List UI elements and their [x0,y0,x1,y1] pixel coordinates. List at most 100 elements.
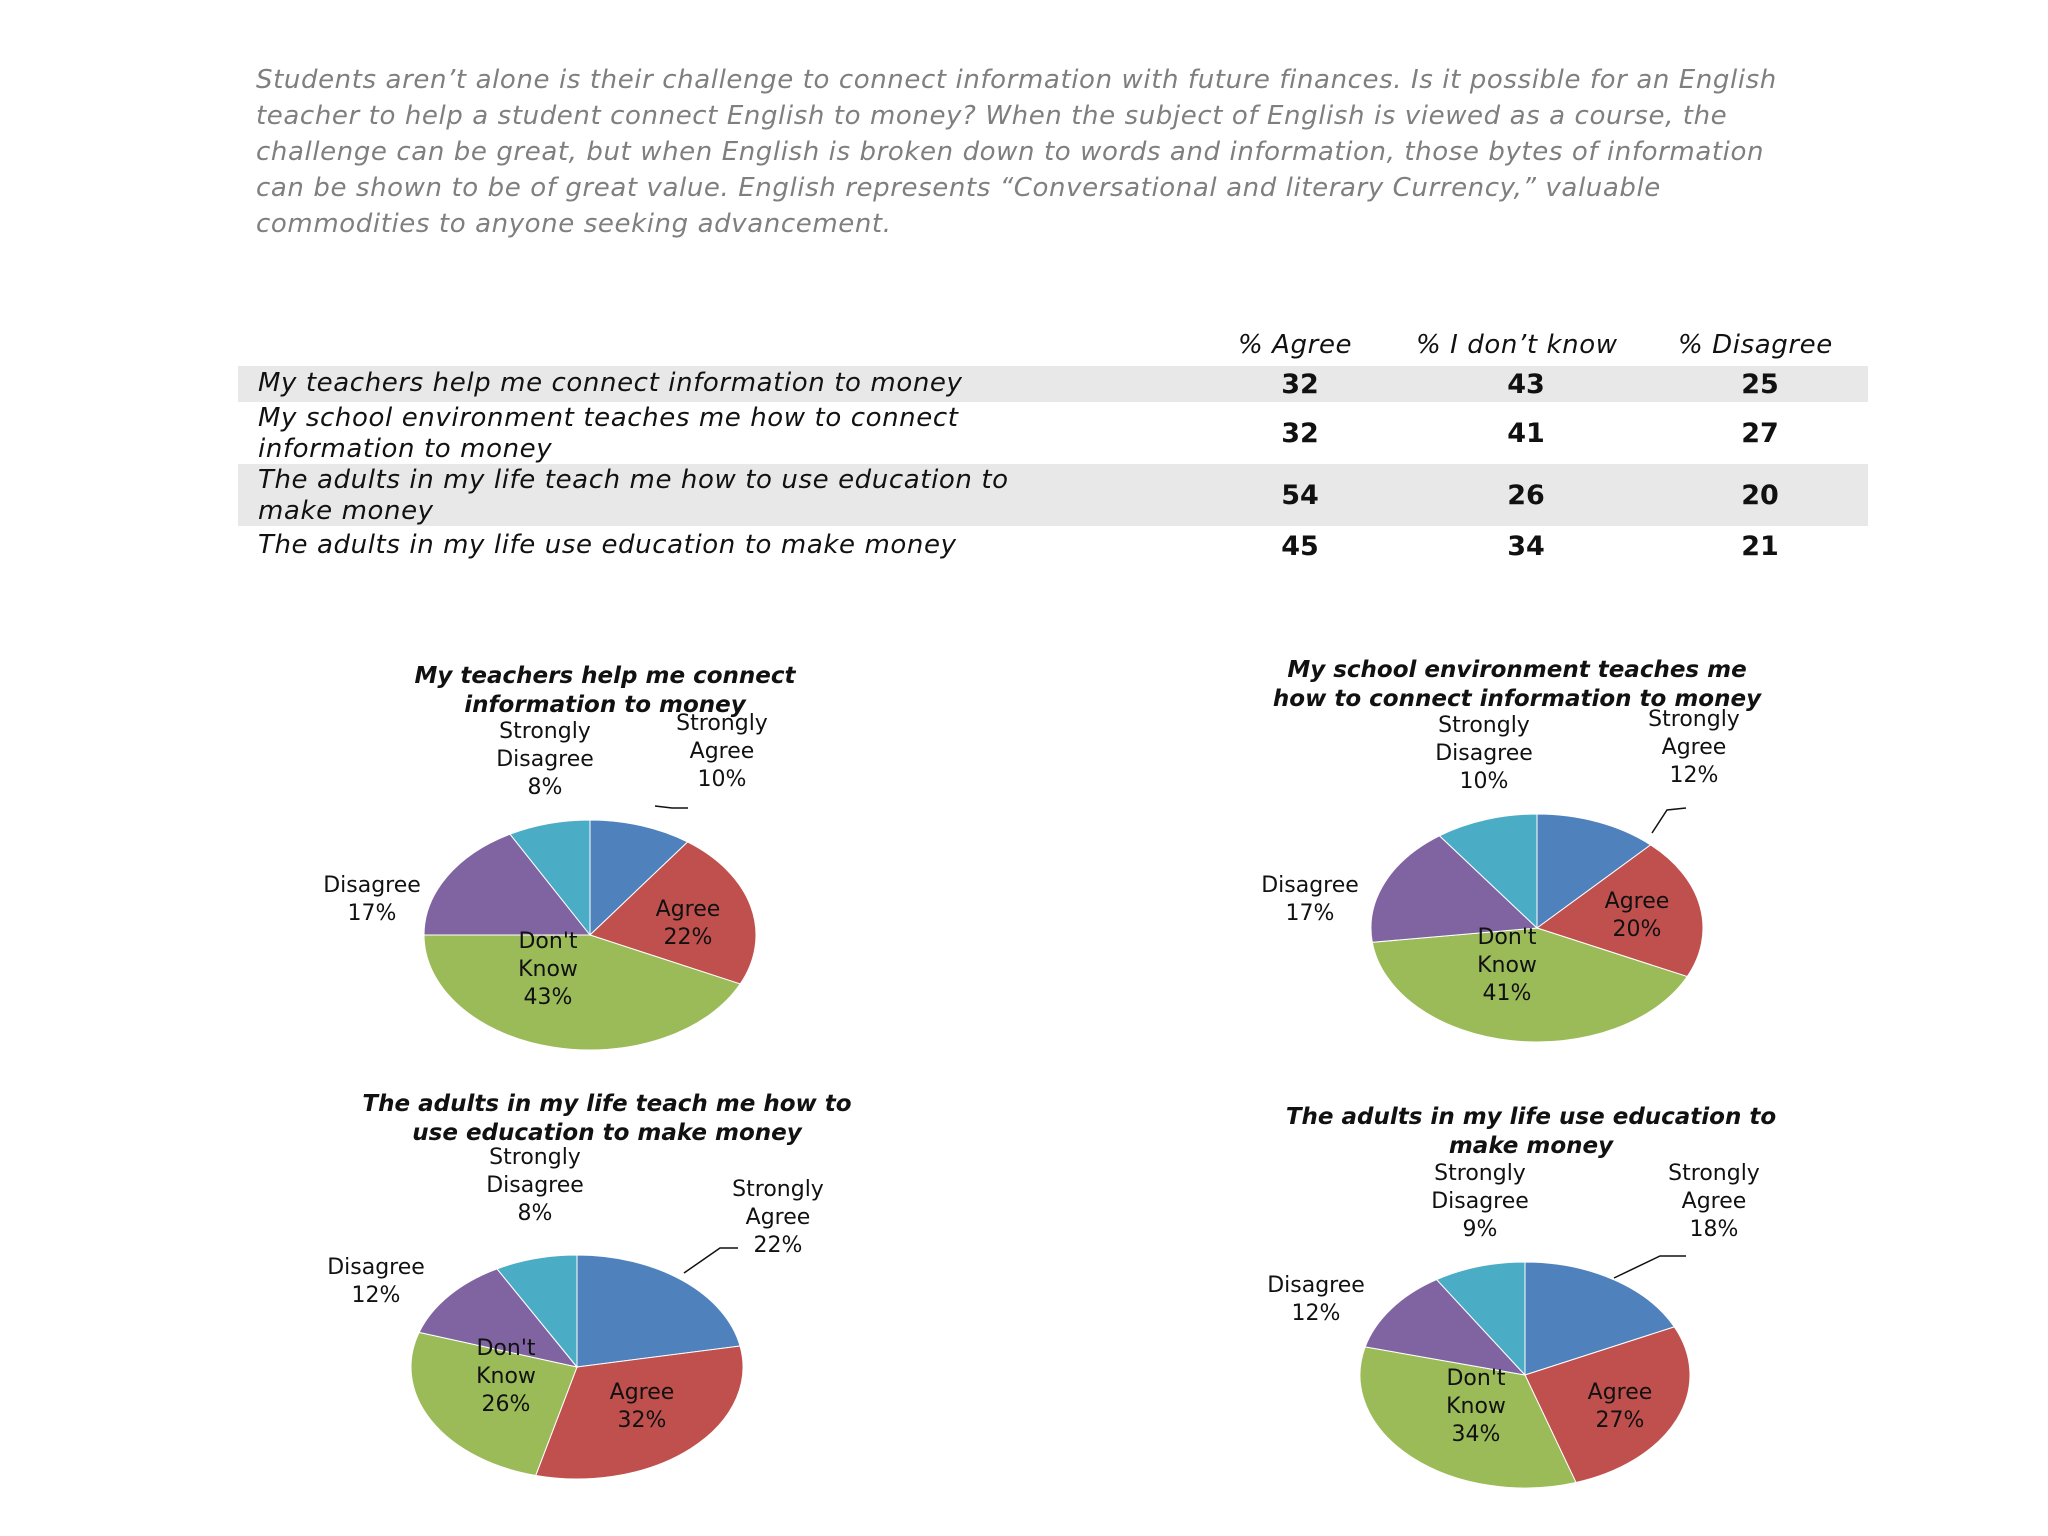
slice-percent-label: 17% [1286,901,1335,926]
slice-category-label: Strongly [499,719,591,744]
slice-percent-label: 26% [482,1392,531,1417]
pie-slice-disagree [1370,835,1539,943]
pie-slice-strongly-agree [1536,813,1652,929]
slice-percent-label: 34% [1452,1422,1501,1447]
survey-table: % Agree % I don’t know % Disagree My tea… [238,330,1868,566]
slice-category-label: Strongly [676,711,768,736]
pie-slice-dont-know [423,934,741,1051]
chart-title: The adults in my life use education to [1286,1104,1776,1130]
slice-percent-label: 18% [1690,1217,1739,1242]
slice-category-label: Agree [1662,735,1727,760]
cell-agree: 45 [1281,531,1319,562]
slice-category-label: Agree [1682,1189,1747,1214]
cell-disagree: 21 [1741,531,1779,562]
table-row: My teachers help me connect information … [238,366,1868,402]
chart-title: make money [1449,1133,1614,1159]
table-header: % Agree % I don’t know % Disagree [238,330,1868,366]
cell-disagree: 27 [1741,418,1779,449]
chart-title: My school environment teaches me [1287,657,1746,683]
slice-category-label: Don't [518,929,577,954]
slice-category-label: Agree [746,1205,811,1230]
slice-category-label: Don't [1477,925,1536,950]
row-statement: The adults in my life teach me how to us… [258,465,1009,526]
chart-title: The adults in my life teach me how to [362,1091,851,1117]
leader-line [654,805,688,809]
slice-category-label: Strongly [489,1145,581,1170]
slice-percent-label: 8% [528,775,563,800]
pie-slice-disagree [423,833,592,936]
slice-category-label: Strongly [1648,707,1740,732]
pie-slice-disagree [1364,1278,1527,1376]
slice-percent-label: 9% [1463,1217,1498,1242]
slice-category-label: Know [1446,1394,1506,1419]
leader-line [683,1247,738,1274]
pie-slice-strongly-agree [576,1254,741,1368]
pie-slice-dont-know [1359,1346,1577,1489]
slice-percent-label: 27% [1596,1408,1645,1433]
pie-chart: My teachers help me connect information t… [323,663,797,1051]
slice-category-label: Know [476,1364,536,1389]
cell-agree: 54 [1281,480,1319,511]
header-disagree: % Disagree [1678,330,1833,360]
slice-percent-label: 32% [618,1408,667,1433]
slice-category-label: Disagree [323,873,421,898]
row-statement: The adults in my life use education to m… [258,530,957,560]
row-statement: My school environment teaches me how to … [258,403,959,464]
pie-slice-dont-know [410,1331,578,1477]
slice-category-label: Disagree [1267,1273,1365,1298]
cell-dont-know: 43 [1507,369,1545,400]
table-row: The adults in my life teach me how to us… [238,464,1868,526]
header-agree: % Agree [1238,330,1353,360]
pie-chart: The adults in my life use education to ma… [1267,1104,1776,1489]
slice-category-label: Agree [610,1380,675,1405]
pie-slice-strongly-disagree [496,1254,578,1369]
chart-title: information to money [464,692,746,718]
slice-percent-label: 43% [524,985,573,1010]
slice-category-label: Know [1477,953,1537,978]
chart-title: My teachers help me connect [415,663,797,689]
slice-category-label: Disagree [486,1173,584,1198]
slice-category-label: Strongly [1438,713,1530,738]
pie-slice-strongly-agree [589,819,689,937]
pie-slice-agree [1524,1326,1691,1484]
pie-slice-disagree [418,1268,579,1368]
slice-category-label: Disagree [327,1255,425,1280]
table-row: The adults in my life use education to m… [238,526,1868,566]
slice-category-label: Agree [1605,889,1670,914]
header-dont-know: % I don’t know [1416,330,1618,360]
slice-category-label: Agree [690,739,755,764]
cell-dont-know: 41 [1507,418,1545,449]
cell-dont-know: 26 [1507,480,1545,511]
pie-slice-strongly-disagree [1438,813,1538,930]
pie-slice-strongly-disagree [509,819,591,937]
pie-chart: My school environment teaches me how to c… [1261,657,1762,1043]
slice-percent-label: 12% [352,1283,401,1308]
cell-dont-know: 34 [1507,531,1545,562]
pie-slice-strongly-disagree [1435,1261,1526,1377]
pie-slice-agree [535,1345,744,1480]
slice-percent-label: 20% [1613,917,1662,942]
slice-category-label: Know [518,957,578,982]
slice-category-label: Don't [476,1336,535,1361]
slice-category-label: Agree [656,897,721,922]
row-statement: My teachers help me connect information … [258,368,963,398]
intro-paragraph: Students aren’t alone is their challenge… [256,65,1777,239]
cell-disagree: 20 [1741,480,1779,511]
slice-category-label: Strongly [1668,1161,1760,1186]
cell-agree: 32 [1281,369,1319,400]
table-row: My school environment teaches me how to … [238,402,1868,464]
slice-category-label: Disagree [1431,1189,1529,1214]
slice-category-label: Disagree [1435,741,1533,766]
slice-category-label: Disagree [1261,873,1359,898]
leader-line [1651,807,1687,834]
pie-slice-agree [1535,844,1704,978]
pie-slice-strongly-agree [1524,1261,1676,1376]
slice-percent-label: 10% [1460,769,1509,794]
slice-percent-label: 12% [1292,1301,1341,1326]
pie-chart: The adults in my life teach me how to use… [327,1091,852,1480]
slice-percent-label: 10% [698,767,747,792]
chart-title: how to connect information to money [1273,686,1762,712]
slice-percent-label: 12% [1670,763,1719,788]
slice-percent-label: 22% [664,925,713,950]
